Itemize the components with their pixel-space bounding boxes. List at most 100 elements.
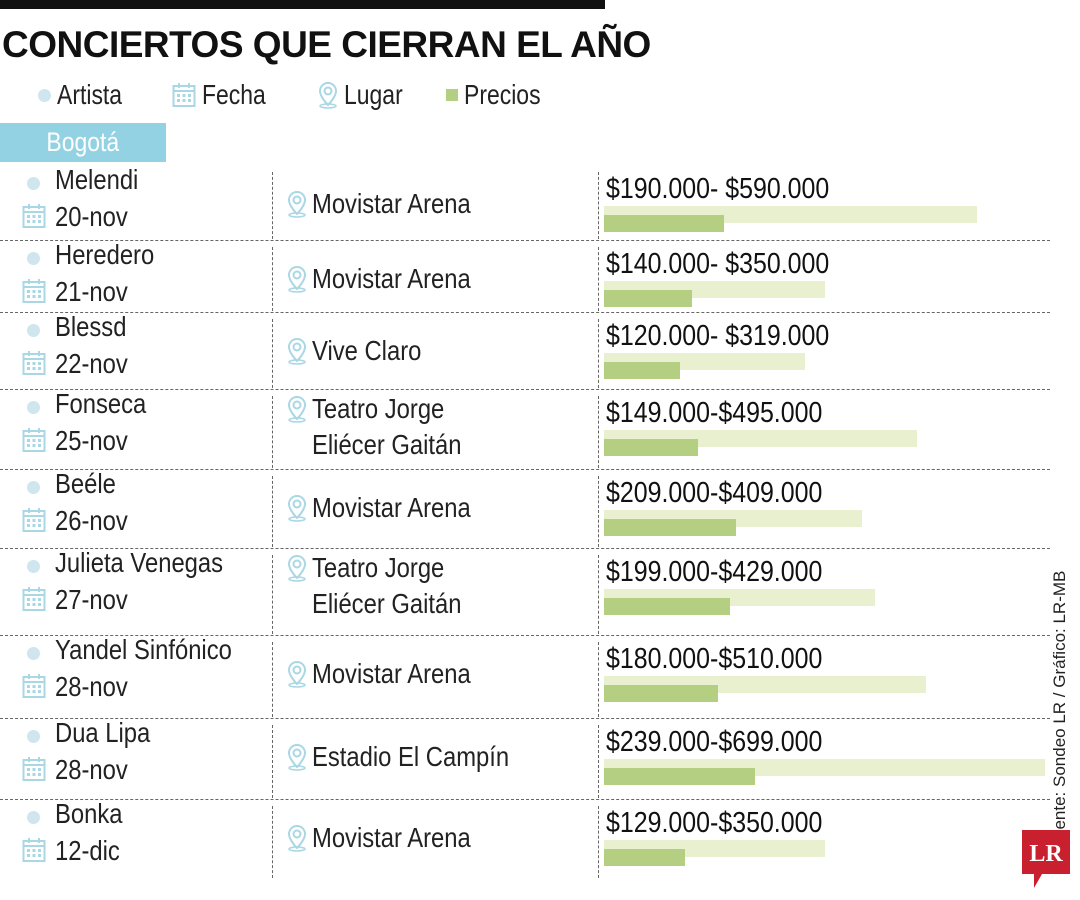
- location-pin-icon: [287, 190, 307, 218]
- column-divider: [272, 806, 273, 878]
- column-divider: [272, 247, 273, 311]
- row-divider: [0, 548, 1050, 549]
- legend-prices: Precios: [446, 76, 557, 114]
- bar-min-price: [604, 439, 698, 456]
- price-range: $209.000-$409.000: [606, 477, 823, 509]
- column-divider: [598, 396, 599, 468]
- calendar-icon: [22, 279, 46, 303]
- concert-date: 25-nov: [55, 425, 128, 456]
- bar-min-price: [604, 685, 718, 702]
- concert-date: 28-nov: [55, 754, 128, 785]
- price-range: $190.000- $590.000: [606, 173, 830, 205]
- bar-min-price: [604, 215, 724, 232]
- location-pin-icon: [287, 337, 307, 365]
- artist-name: Melendi: [55, 164, 139, 195]
- column-divider: [598, 555, 599, 634]
- bar-min-price: [604, 849, 685, 866]
- location-pin-icon: [287, 265, 307, 293]
- artist-name: Blessd: [55, 311, 127, 342]
- venue-name: Movistar Arena: [312, 822, 471, 853]
- column-divider: [272, 476, 273, 547]
- dot-icon: [27, 560, 40, 573]
- legend-artist: Artista: [38, 76, 136, 114]
- price-range: $239.000-$699.000: [606, 726, 823, 758]
- price-range: $129.000-$350.000: [606, 807, 823, 839]
- column-divider: [272, 725, 273, 798]
- bar-min-price: [604, 290, 692, 307]
- artist-name: Dua Lipa: [55, 717, 151, 748]
- location-pin-icon: [287, 660, 307, 688]
- venue-name: Movistar Arena: [312, 188, 471, 219]
- row-divider: [0, 240, 1050, 241]
- venue-name: Movistar Arena: [312, 492, 471, 523]
- bar-min-price: [604, 362, 680, 379]
- legend-venue: Lugar: [318, 76, 416, 114]
- calendar-icon: [22, 587, 46, 611]
- artist-name: Yandel Sinfónico: [55, 634, 232, 665]
- column-divider: [598, 319, 599, 388]
- price-swatch: [446, 89, 458, 101]
- column-divider: [272, 319, 273, 388]
- bar-min-price: [604, 768, 755, 785]
- dot-icon: [27, 252, 40, 265]
- legend-date: Fecha: [172, 76, 280, 114]
- dot-icon: [27, 811, 40, 824]
- calendar-icon: [22, 674, 46, 698]
- city-header: Bogotá: [0, 123, 166, 162]
- row-divider: [0, 312, 1050, 313]
- concert-date: 20-nov: [55, 201, 128, 232]
- column-divider: [272, 555, 273, 634]
- location-pin-icon: [287, 824, 307, 852]
- bar-min-price: [604, 519, 736, 536]
- concert-date: 28-nov: [55, 671, 128, 702]
- column-divider: [272, 642, 273, 717]
- price-range: $140.000- $350.000: [606, 248, 830, 280]
- svg-text:LR: LR: [1029, 841, 1063, 867]
- calendar-icon: [22, 838, 46, 862]
- column-divider: [598, 172, 599, 239]
- dot-icon: [27, 730, 40, 743]
- bar-min-price: [604, 598, 730, 615]
- venue-name: Movistar Arena: [312, 658, 471, 689]
- source-note: Fuente: Sondeo LR / Gráfico: LR-MB: [1050, 570, 1069, 850]
- calendar-icon: [22, 204, 46, 228]
- venue-name: Eliécer Gaitán: [312, 588, 462, 619]
- venue-name: Vive Claro: [312, 335, 422, 366]
- concert-date: 22-nov: [55, 348, 128, 379]
- venue-name: Teatro Jorge: [312, 393, 445, 424]
- artist-name: Bonka: [55, 798, 123, 829]
- artist-name: Julieta Venegas: [55, 547, 224, 578]
- column-divider: [598, 725, 599, 798]
- row-divider: [0, 718, 1050, 719]
- artist-name: Heredero: [55, 239, 155, 270]
- price-range: $180.000-$510.000: [606, 643, 823, 675]
- location-pin-icon: [318, 81, 338, 109]
- concert-date: 26-nov: [55, 505, 128, 536]
- venue-name: Eliécer Gaitán: [312, 429, 462, 460]
- dot-icon: [27, 324, 40, 337]
- dot-icon: [38, 88, 51, 102]
- column-divider: [598, 642, 599, 717]
- venue-name: Movistar Arena: [312, 263, 471, 294]
- venue-name: Estadio El Campín: [312, 741, 510, 772]
- legend-prices-label: Precios: [464, 79, 541, 110]
- row-divider: [0, 635, 1050, 636]
- price-range: $120.000- $319.000: [606, 320, 830, 352]
- concert-date: 12-dic: [55, 835, 120, 866]
- legend-venue-label: Lugar: [344, 79, 403, 110]
- chart-title: CONCIERTOS QUE CIERRAN EL AÑO: [2, 24, 651, 65]
- venue-name: Teatro Jorge: [312, 552, 445, 583]
- price-range: $149.000-$495.000: [606, 397, 823, 429]
- location-pin-icon: [287, 743, 307, 771]
- dot-icon: [27, 177, 40, 190]
- lr-logo: LR: [1022, 830, 1070, 888]
- calendar-icon: [22, 508, 46, 532]
- top-rule: [0, 0, 605, 9]
- price-range: $199.000-$429.000: [606, 556, 823, 588]
- legend-artist-label: Artista: [57, 79, 123, 110]
- calendar-icon: [22, 428, 46, 452]
- dot-icon: [27, 647, 40, 660]
- calendar-icon: [22, 351, 46, 375]
- location-pin-icon: [287, 554, 307, 582]
- row-divider: [0, 469, 1050, 470]
